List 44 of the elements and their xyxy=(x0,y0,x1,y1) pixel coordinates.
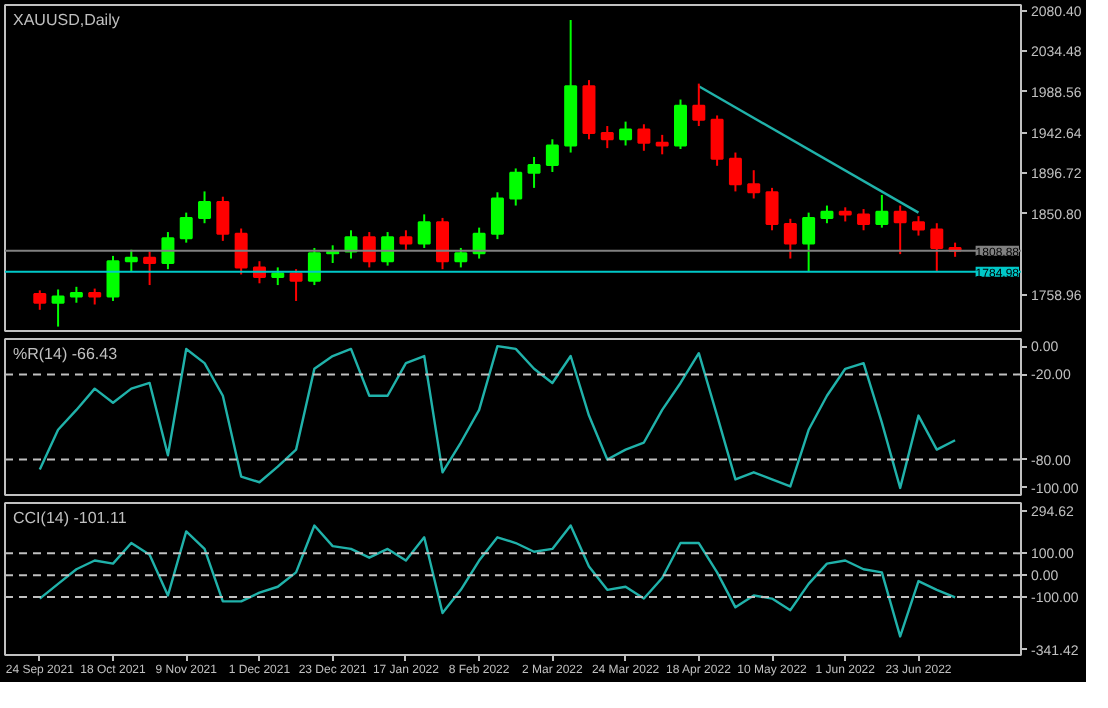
candlestick xyxy=(637,123,651,152)
candlestick xyxy=(381,231,395,267)
chart-title: XAUUSD,Daily xyxy=(13,11,120,29)
candlestick xyxy=(124,248,138,273)
candlestick xyxy=(234,227,248,276)
candlestick xyxy=(399,229,413,251)
candlestick xyxy=(674,98,687,151)
candlestick xyxy=(454,246,468,269)
candlestick xyxy=(51,288,65,328)
candlestick xyxy=(893,204,907,256)
candlestick xyxy=(692,82,706,128)
candlestick xyxy=(179,211,193,244)
candlestick xyxy=(33,289,47,311)
candlestick xyxy=(527,155,541,189)
candlestick xyxy=(765,186,779,232)
candlestick xyxy=(747,169,761,200)
candlestick xyxy=(161,231,175,271)
candlestick xyxy=(600,125,614,150)
candlestick xyxy=(875,193,889,229)
candlestick xyxy=(362,231,376,269)
candlestick xyxy=(216,195,230,242)
candlestick xyxy=(106,254,120,302)
candlestick xyxy=(307,246,321,287)
candlestick xyxy=(289,268,303,302)
candlestick xyxy=(143,250,157,287)
candlestick xyxy=(509,167,523,207)
candlestick xyxy=(619,120,633,147)
candlestick xyxy=(930,222,944,273)
chart-title: %R(14) -66.43 xyxy=(13,345,119,363)
line-series xyxy=(38,524,957,638)
candlestick xyxy=(545,138,559,173)
candlestick xyxy=(490,191,504,241)
candlestick xyxy=(857,208,871,232)
candlestick xyxy=(436,216,450,271)
candlestick xyxy=(582,79,596,141)
candlestick xyxy=(710,114,724,167)
candlestick xyxy=(198,190,212,225)
candlestick xyxy=(783,217,797,260)
candlestick xyxy=(802,211,816,273)
candlestick xyxy=(911,215,925,237)
chart-title: CCI(14) -101.11 xyxy=(13,509,128,527)
candlestick xyxy=(655,133,669,156)
candlestick xyxy=(417,213,431,249)
candlestick xyxy=(728,151,742,193)
